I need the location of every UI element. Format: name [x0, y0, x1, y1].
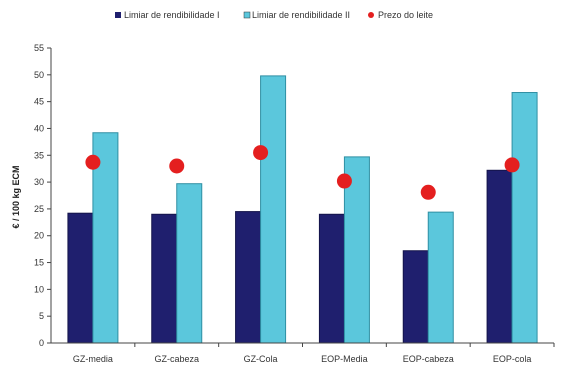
- price-point-2: [169, 158, 185, 174]
- x-tick-label: GZ-media: [73, 354, 113, 364]
- y-tick-label: 30: [34, 177, 44, 187]
- bar-limiar-ii-6: [511, 92, 538, 344]
- price-points: [85, 145, 520, 200]
- legend-marker-series-3: [368, 12, 374, 18]
- legend-label-series-1: Limiar de rendibilidade I: [124, 10, 220, 20]
- y-tick-label: 25: [34, 204, 44, 214]
- bar-limiar-i-2: [151, 213, 178, 344]
- bar-limiar-i-1: [67, 212, 94, 344]
- y-axis: 0 5 10 15 20 25 30 35 40 45 50 55: [34, 43, 52, 348]
- price-point-5: [420, 184, 436, 200]
- price-point-4: [336, 173, 352, 189]
- legend-label-series-3: Prezo do leite: [378, 10, 433, 20]
- bar-limiar-ii-3: [260, 75, 287, 344]
- bar-limiar-i-5: [402, 250, 429, 344]
- y-tick-label: 0: [39, 338, 44, 348]
- bars: [67, 75, 538, 344]
- y-tick-label: 55: [34, 43, 44, 53]
- bar-limiar-ii-2: [176, 183, 203, 344]
- x-tick-label: EOP-cabeza: [403, 354, 454, 364]
- legend-swatch-series-1: [115, 12, 121, 18]
- y-tick-label: 5: [39, 311, 44, 321]
- y-tick-label: 35: [34, 150, 44, 160]
- y-axis-label: € / 100 kg ECM: [11, 165, 21, 228]
- x-tick-label: GZ-cabeza: [154, 354, 199, 364]
- y-tick-label: 50: [34, 70, 44, 80]
- price-point-6: [504, 157, 520, 173]
- price-point-3: [253, 145, 269, 161]
- bar-limiar-ii-5: [427, 211, 454, 344]
- y-tick-label: 40: [34, 123, 44, 133]
- x-tick-label: EOP-cola: [493, 354, 532, 364]
- legend-label-series-2: Limiar de rendibilidade II: [252, 10, 350, 20]
- x-axis: GZ-media GZ-cabeza GZ-Cola EOP-Media EOP-cab…: [51, 342, 555, 364]
- y-tick-label: 10: [34, 284, 44, 294]
- y-tick-label: 20: [34, 231, 44, 241]
- y-tick-label: 15: [34, 258, 44, 268]
- bar-limiar-i-3: [235, 211, 262, 344]
- legend: Limiar de rendibilidade I Limiar de rend…: [115, 10, 433, 20]
- bar-limiar-i-6: [486, 169, 513, 344]
- bar-limiar-i-4: [318, 213, 345, 344]
- x-tick-label: EOP-Media: [321, 354, 368, 364]
- y-tick-label: 45: [34, 97, 44, 107]
- legend-swatch-series-2: [243, 11, 251, 19]
- x-tick-label: GZ-Cola: [244, 354, 278, 364]
- price-point-1: [85, 154, 101, 170]
